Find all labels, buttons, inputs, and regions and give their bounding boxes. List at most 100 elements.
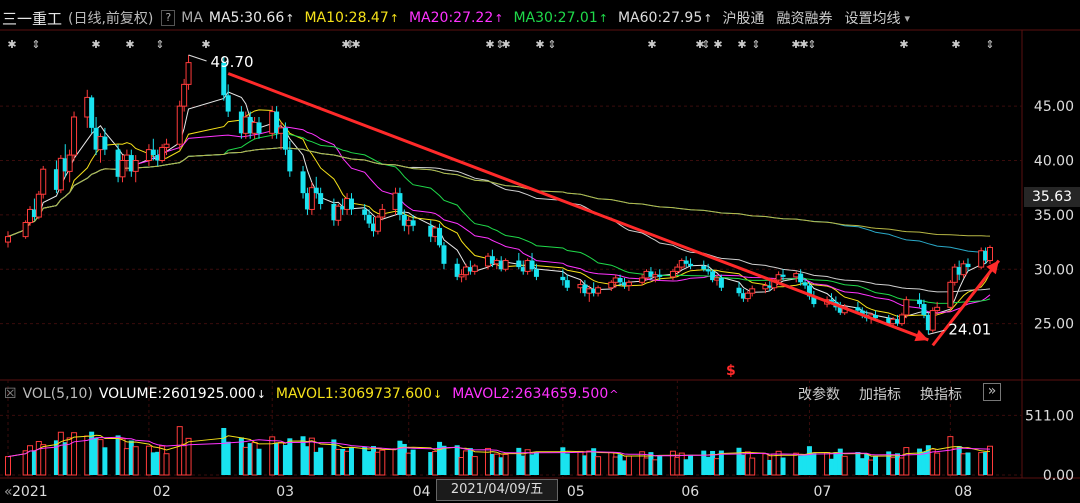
- scroll-left-icon[interactable]: «: [4, 484, 13, 500]
- volume-bar: [529, 454, 535, 475]
- edit-params-button[interactable]: 改参数: [798, 387, 840, 403]
- margin-trading-button[interactable]: 融资融券: [776, 11, 833, 27]
- event-marker: ✱: [737, 38, 746, 51]
- stock-name[interactable]: 三一重工: [2, 9, 63, 28]
- volume-bar: [428, 452, 434, 475]
- set-ma-button[interactable]: 设置均线: [844, 11, 901, 27]
- date-tick-label: 03: [276, 484, 294, 500]
- volume-bar: [366, 451, 372, 475]
- volume-bar: [833, 452, 839, 475]
- volume-indicator-label[interactable]: VOL(5,10): [22, 386, 93, 402]
- candle-body: [595, 287, 602, 294]
- volume-bar: [780, 457, 786, 475]
- candle-body: [669, 270, 676, 278]
- event-marker: ⇕: [751, 38, 760, 51]
- candle-body: [256, 122, 262, 134]
- add-indicator-button[interactable]: 加指标: [859, 387, 901, 403]
- volume-bar: [978, 452, 985, 476]
- candle-body: [983, 250, 989, 261]
- volume-bar: [828, 458, 834, 475]
- volume-bar: [318, 447, 324, 475]
- candle-body: [951, 266, 958, 283]
- volume-bar: [225, 441, 231, 475]
- volume-bar: [498, 457, 504, 475]
- scroll-right-icon[interactable]: »: [983, 383, 1001, 401]
- ma-label[interactable]: MA: [181, 10, 203, 26]
- ma-value-0: MA5:30.66↑: [208, 10, 295, 26]
- candle-body: [960, 263, 967, 276]
- candle-body: [502, 260, 509, 270]
- candle-body: [97, 136, 104, 151]
- volume-bar: [128, 440, 134, 475]
- volume-bar: [582, 455, 588, 475]
- close-icon[interactable]: ☒: [4, 386, 17, 402]
- candle-body: [533, 269, 539, 277]
- candle-body: [467, 267, 473, 272]
- volume-bar: [864, 453, 870, 475]
- event-marker: ✱: [799, 38, 808, 51]
- volume-bar: [437, 441, 443, 475]
- moving-average-lines: [7, 91, 991, 321]
- volume-bar: [401, 443, 407, 475]
- volume-bar: [925, 445, 931, 475]
- volume-bar: [652, 459, 659, 476]
- candle-body: [362, 209, 368, 215]
- event-marker: ⇕: [807, 38, 816, 51]
- volume-bar: [115, 435, 121, 475]
- volume-bar: [405, 452, 412, 476]
- volume-bars: [5, 426, 993, 476]
- trend-arrowhead-1: [986, 260, 999, 275]
- help-button[interactable]: ?: [161, 10, 176, 26]
- volume-bar: [643, 457, 650, 476]
- chevron-down-icon[interactable]: ▾: [904, 11, 910, 25]
- candle-body: [71, 116, 78, 156]
- event-marker: ✱: [351, 38, 360, 51]
- volume-value-0: VOLUME:2601925.000↓: [98, 386, 266, 402]
- ma120-line: [7, 147, 991, 256]
- period-label[interactable]: (日线,前复权): [68, 11, 154, 27]
- candle-body: [802, 282, 808, 286]
- volume-bar: [591, 448, 597, 475]
- volume-bar: [467, 448, 473, 475]
- candle-body: [688, 263, 694, 266]
- volume-bar: [441, 445, 447, 475]
- trend-lines: [227, 72, 1000, 347]
- candle-body: [643, 270, 650, 279]
- trend-line-0: [227, 72, 929, 342]
- volume-bar: [102, 447, 108, 475]
- volume-bar: [84, 435, 91, 476]
- volume-bar: [868, 459, 875, 476]
- candle-body: [40, 168, 47, 195]
- volume-bar: [956, 446, 962, 475]
- candle-body: [767, 285, 773, 288]
- switch-indicator-button[interactable]: 换指标: [920, 387, 962, 403]
- candle-body: [929, 310, 936, 331]
- candle-body: [159, 146, 166, 161]
- volume-bar: [462, 450, 469, 476]
- candle-body: [749, 288, 756, 294]
- candle-body: [35, 193, 42, 218]
- ma250-line: [7, 147, 991, 238]
- event-marker: ✱: [91, 38, 100, 51]
- candle-body: [622, 282, 628, 286]
- volume-header: ☒ VOL(5,10) VOLUME:2601925.000↓ MAVOL1:30…: [0, 383, 1001, 404]
- volume-bar: [502, 453, 509, 476]
- ma-values: MA5:30.66↑ MA10:28.47↑ MA20:27.22↑ MA30:27.…: [209, 10, 723, 26]
- volume-bar: [256, 448, 262, 475]
- volume-bar: [917, 448, 923, 475]
- candle-body: [591, 288, 597, 294]
- high-pointer: [188, 54, 207, 62]
- event-marker: ✱: [695, 38, 704, 51]
- volume-value-1: MAVOL1:3069737.600↓: [275, 386, 443, 402]
- candle-body: [251, 121, 258, 134]
- volume-bar: [811, 453, 817, 475]
- candle-body: [793, 273, 800, 278]
- candle-body: [718, 277, 724, 288]
- candle-body: [828, 299, 834, 302]
- volume-bar: [379, 449, 386, 476]
- volume-bar: [348, 447, 354, 475]
- candle-body: [806, 285, 812, 297]
- hk-connect-button[interactable]: 沪股通: [722, 11, 765, 27]
- candle-body: [744, 292, 751, 300]
